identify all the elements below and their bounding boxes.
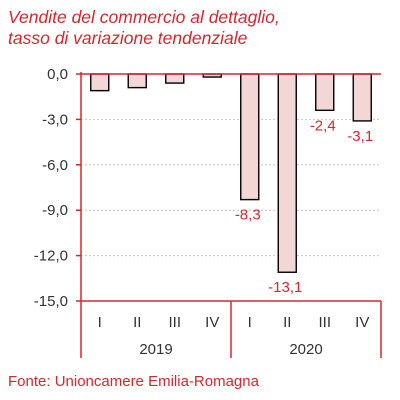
data-label: -3,1 <box>347 128 373 145</box>
group-label: 2020 <box>289 341 322 358</box>
x-tick-label: IV <box>205 314 219 331</box>
bars <box>90 73 372 273</box>
data-label: -8,3 <box>235 207 261 224</box>
chart-subtitle: tasso di variazione tendenziale <box>8 28 248 48</box>
data-labels: -8,3 -13,1 -2,4 -3,1 <box>235 117 373 296</box>
y-tick-label: -15,0 <box>34 293 68 310</box>
chart-title-block: Vendite del commercio al dettaglio, tass… <box>8 7 392 49</box>
y-tick-labels: 0,0 -3,0 -6,0 -9,0 -12,0 -15,0 <box>34 66 68 310</box>
x-group-labels: 2019 2020 <box>139 341 322 358</box>
data-label: -2,4 <box>310 117 336 134</box>
bar <box>165 73 185 84</box>
bar <box>277 73 297 273</box>
bar <box>352 73 372 122</box>
y-tick-label: -9,0 <box>42 202 68 219</box>
x-tick-label: II <box>133 314 141 331</box>
y-tick-label: -12,0 <box>34 248 68 265</box>
gridlines <box>81 118 381 302</box>
bar <box>240 73 260 201</box>
bar <box>127 73 147 89</box>
group-label: 2019 <box>139 341 172 358</box>
bar <box>315 73 335 112</box>
x-tick-label: II <box>283 314 291 331</box>
y-tick-label: -3,0 <box>42 111 68 128</box>
axes <box>76 72 382 358</box>
x-tick-label: IV <box>355 314 369 331</box>
x-tick-label: I <box>248 314 252 331</box>
chart-title: Vendite del commercio al dettaglio, <box>8 7 280 27</box>
data-label: -13,1 <box>268 279 302 296</box>
bar <box>90 73 110 92</box>
y-tick-label: 0,0 <box>47 66 68 83</box>
x-tick-label: I <box>98 314 102 331</box>
source-note: Fonte: Unioncamere Emilia-Romagna <box>8 373 259 390</box>
x-tick-labels: I II III IV I II III IV <box>98 314 370 331</box>
x-tick-label: III <box>318 314 331 331</box>
y-tick-label: -6,0 <box>42 157 68 174</box>
x-tick-label: III <box>168 314 181 331</box>
